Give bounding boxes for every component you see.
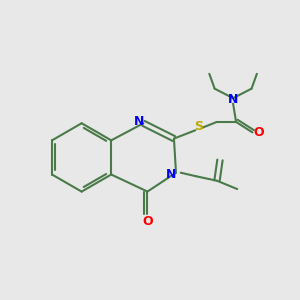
Text: O: O — [142, 215, 153, 228]
Text: N: N — [134, 115, 144, 128]
Text: S: S — [194, 120, 203, 133]
Text: N: N — [166, 168, 177, 181]
Text: N: N — [228, 93, 238, 106]
Text: O: O — [254, 126, 264, 139]
